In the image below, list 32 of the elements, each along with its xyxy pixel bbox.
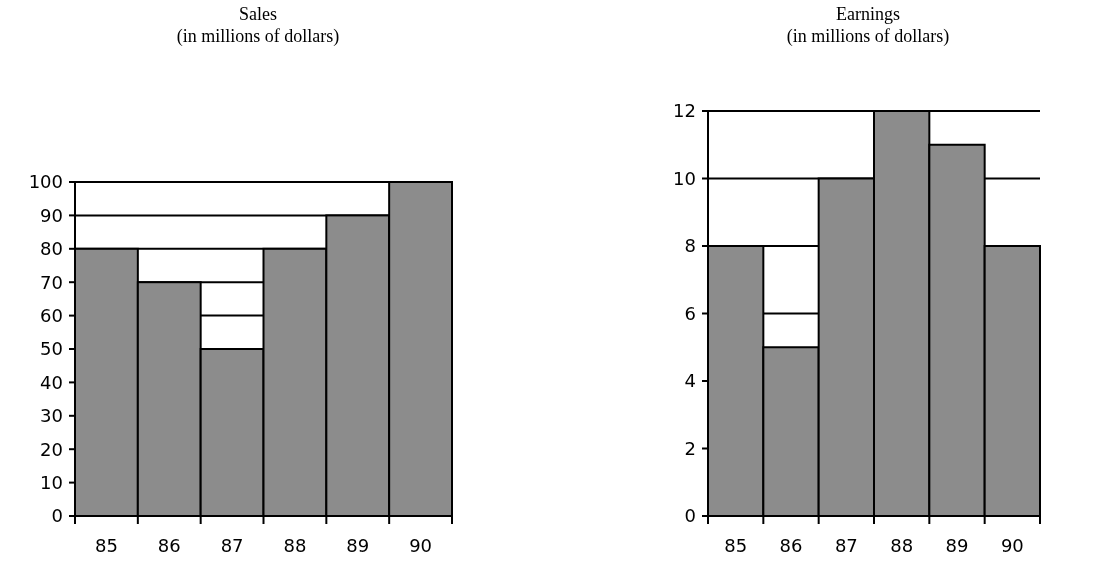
- x-tick-label: 86: [779, 535, 803, 556]
- x-tick-label: 90: [1000, 535, 1024, 556]
- x-tick-label: 87: [834, 535, 858, 556]
- x-tick-label: 89: [346, 535, 370, 556]
- y-tick-label: 6: [684, 302, 696, 324]
- y-tick-label: 0: [51, 505, 63, 527]
- y-tick-label: 100: [28, 171, 63, 193]
- y-tick-label: 2: [684, 437, 696, 459]
- x-tick-label: 85: [94, 535, 118, 556]
- x-tick-label: 85: [724, 535, 748, 556]
- x-tick-label: 89: [945, 535, 969, 556]
- x-tick-label: 88: [283, 535, 307, 556]
- y-tick-label: 40: [40, 371, 63, 393]
- y-tick-label: 50: [40, 338, 63, 360]
- y-tick-label: 12: [673, 100, 696, 122]
- x-tick-label: 90: [409, 535, 433, 556]
- y-tick-label: 10: [40, 471, 63, 493]
- y-tick-label: 80: [40, 238, 63, 260]
- chart-title: Earnings (in millions of dollars): [786, 4, 950, 47]
- y-tick-label: 70: [40, 271, 63, 293]
- x-tick-label: 86: [157, 535, 181, 556]
- y-tick-label: 10: [673, 167, 696, 189]
- y-tick-label: 4: [684, 370, 696, 392]
- y-tick-label: 60: [40, 304, 63, 326]
- y-tick-label: 8: [684, 235, 696, 257]
- y-tick-label: 30: [40, 405, 63, 427]
- y-tick-label: 90: [40, 204, 63, 226]
- x-tick-label: 88: [890, 535, 914, 556]
- y-tick-label: 0: [684, 505, 696, 527]
- x-tick-label: 87: [220, 535, 244, 556]
- chart-title: Sales (in millions of dollars): [176, 4, 340, 47]
- y-tick-label: 20: [40, 438, 63, 460]
